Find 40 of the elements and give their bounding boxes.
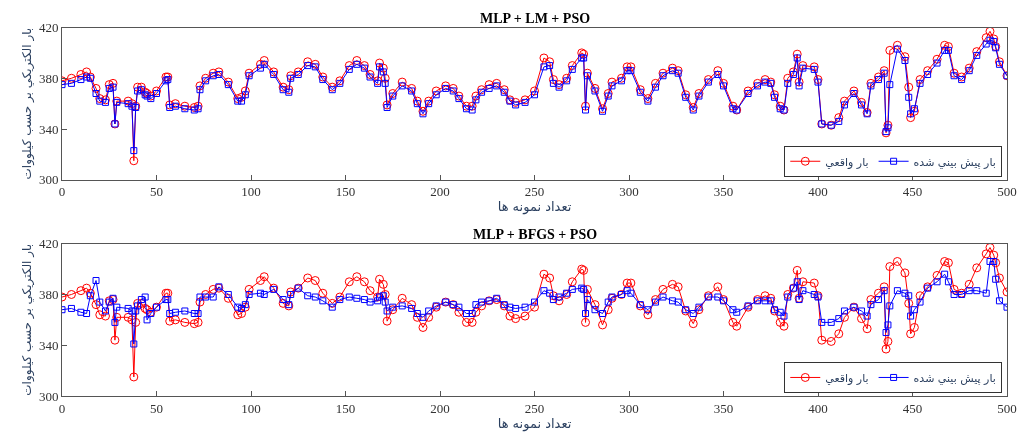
x-tick-label: 450 — [902, 400, 923, 416]
legend-label: بار پيش بيني شده — [913, 371, 996, 385]
x-tick-label: 50 — [150, 400, 163, 416]
y-tick-label: 300 — [38, 388, 59, 404]
y-tick-label: 380 — [38, 70, 59, 86]
x-tick-label: 250 — [524, 400, 545, 416]
x-tick-label: 300 — [619, 184, 639, 200]
x-tick-label: 150 — [335, 400, 356, 416]
x-tick-label: 100 — [241, 184, 261, 200]
legend-label: بار واقعي — [825, 155, 869, 169]
x-axis-title: تعداد نمونه ها — [497, 415, 572, 432]
x-tick-label: 450 — [902, 184, 923, 200]
x-tick-label: 0 — [58, 184, 66, 200]
x-tick-label: 100 — [241, 400, 261, 416]
y-tick-label: 340 — [38, 337, 59, 353]
y-axis-title: بار الكتريكي بر حسب كيلووات — [20, 27, 36, 180]
x-tick-label: 350 — [713, 184, 734, 200]
x-tick-label: 250 — [524, 184, 545, 200]
x-tick-label: 300 — [619, 400, 639, 416]
x-tick-label: 400 — [808, 184, 828, 200]
y-tick-label: 300 — [38, 172, 59, 188]
x-tick-label: 350 — [713, 400, 734, 416]
y-tick-label: 420 — [38, 236, 59, 252]
legend-label: بار واقعي — [825, 371, 869, 385]
y-tick-label: 340 — [38, 121, 59, 137]
x-tick-label: 0 — [58, 400, 66, 416]
x-tick-label: 400 — [808, 400, 828, 416]
x-tick-label: 150 — [335, 184, 356, 200]
chart-title: MLP + BFGS + PSO — [473, 227, 598, 242]
chart-title: MLP + LM + PSO — [480, 11, 591, 26]
x-tick-label: 50 — [150, 184, 163, 200]
legend-label: بار پيش بيني شده — [913, 155, 996, 169]
y-tick-label: 380 — [38, 287, 59, 303]
x-axis-title: تعداد نمونه ها — [497, 199, 572, 216]
x-tick-label: 200 — [430, 400, 450, 416]
x-tick-label: 500 — [997, 400, 1017, 416]
y-tick-label: 420 — [38, 20, 59, 36]
y-axis-title: بار الكتريكي بر حسب كيلووات — [20, 244, 36, 396]
x-tick-label: 500 — [997, 184, 1017, 200]
x-tick-label: 200 — [430, 184, 450, 200]
